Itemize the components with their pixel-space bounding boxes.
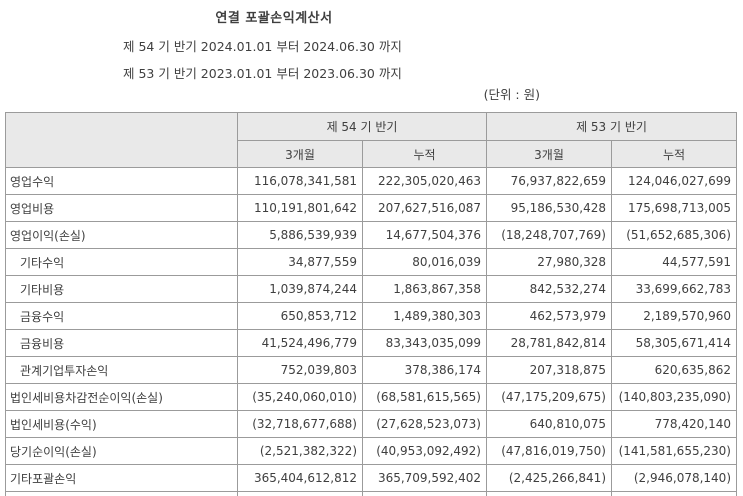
row-label: 기타수익	[5, 248, 238, 276]
value-cell: (32,718,677,688)	[237, 410, 363, 438]
table-row: 영업비용 110,191,801,642 207,627,516,087 95,…	[5, 194, 737, 222]
table-row-clipped	[5, 491, 737, 496]
value-cell: (2,521,382,322)	[237, 437, 363, 465]
value-cell: (68,581,615,565)	[362, 383, 487, 411]
income-statement-table-container: 제 54 기 반기 제 53 기 반기 3개월 누적 3개월 누적 영업수익 1…	[5, 112, 737, 496]
row-label: 금융비용	[5, 329, 238, 357]
period-line-prior: 제 53 기 반기 2023.01.01 부터 2023.06.30 까지	[123, 66, 402, 81]
column-group-period-54: 제 54 기 반기	[237, 112, 487, 141]
value-cell: 41,524,496,779	[237, 329, 363, 357]
table-row: 금융수익 650,853,712 1,489,380,303 462,573,9…	[5, 302, 737, 330]
value-cell: 33,699,662,783	[611, 275, 737, 303]
value-cell: 1,489,380,303	[362, 302, 487, 330]
value-cell: 207,318,875	[486, 356, 612, 384]
table-row: 관계기업투자손익 752,039,803 378,386,174 207,318…	[5, 356, 737, 384]
value-cell: 14,677,504,376	[362, 221, 487, 249]
table-row: 영업수익 116,078,341,581 222,305,020,463 76,…	[5, 167, 737, 195]
value-cell: 842,532,274	[486, 275, 612, 303]
table-row: 법인세비용(수익) (32,718,677,688) (27,628,523,0…	[5, 410, 737, 438]
row-label: 기타비용	[5, 275, 238, 303]
table-row: 법인세비용차감전순이익(손실) (35,240,060,010) (68,581…	[5, 383, 737, 411]
document-title: 연결 포괄손익계산서	[215, 11, 333, 26]
document-header: 연결 포괄손익계산서 제 54 기 반기 2024.01.01 부터 2024.…	[0, 0, 548, 82]
value-cell: 175,698,713,005	[611, 194, 737, 222]
value-cell: (18,248,707,769)	[486, 221, 612, 249]
value-cell: 95,186,530,428	[486, 194, 612, 222]
value-cell: 222,305,020,463	[362, 167, 487, 195]
value-cell: 365,404,612,812	[237, 464, 363, 492]
row-label: 영업이익(손실)	[5, 221, 238, 249]
value-cell: 1,863,867,358	[362, 275, 487, 303]
row-label: 법인세비용차감전순이익(손실)	[5, 383, 238, 411]
table-row: 기타포괄손익 365,404,612,812 365,709,592,402 (…	[5, 464, 737, 492]
subheader-cumulative-53: 누적	[611, 140, 737, 168]
value-cell: (47,175,209,675)	[486, 383, 612, 411]
table-row: 기타비용 1,039,874,244 1,863,867,358 842,532…	[5, 275, 737, 303]
value-cell: 650,853,712	[237, 302, 363, 330]
value-cell: 34,877,559	[237, 248, 363, 276]
value-cell: 116,078,341,581	[237, 167, 363, 195]
row-label: 법인세비용(수익)	[5, 410, 238, 438]
value-cell: 462,573,979	[486, 302, 612, 330]
value-cell: (40,953,092,492)	[362, 437, 487, 465]
value-cell	[611, 491, 737, 496]
value-cell: 27,980,328	[486, 248, 612, 276]
table-row: 당기순이익(손실) (2,521,382,322) (40,953,092,49…	[5, 437, 737, 465]
value-cell	[486, 491, 612, 496]
value-cell: 76,937,822,659	[486, 167, 612, 195]
row-label: 당기순이익(손실)	[5, 437, 238, 465]
row-label: 영업수익	[5, 167, 238, 195]
value-cell: 124,046,027,699	[611, 167, 737, 195]
value-cell: (47,816,019,750)	[486, 437, 612, 465]
subheader-cumulative-54: 누적	[362, 140, 487, 168]
value-cell: 778,420,140	[611, 410, 737, 438]
value-cell: (140,803,235,090)	[611, 383, 737, 411]
value-cell: 110,191,801,642	[237, 194, 363, 222]
value-cell: (141,581,655,230)	[611, 437, 737, 465]
value-cell: 83,343,035,099	[362, 329, 487, 357]
row-label: 관계기업투자손익	[5, 356, 238, 384]
unit-label: (단위 : 원)	[483, 87, 540, 102]
subheader-3month-54: 3개월	[237, 140, 363, 168]
value-cell: (2,946,078,140)	[611, 464, 737, 492]
value-cell: (51,652,685,306)	[611, 221, 737, 249]
row-label: 영업비용	[5, 194, 238, 222]
subheader-3month-53: 3개월	[486, 140, 612, 168]
row-label	[5, 491, 238, 496]
value-cell	[237, 491, 363, 496]
value-cell: 1,039,874,244	[237, 275, 363, 303]
period-line-current: 제 54 기 반기 2024.01.01 부터 2024.06.30 까지	[123, 39, 402, 54]
table-row: 영업이익(손실) 5,886,539,939 14,677,504,376 (1…	[5, 221, 737, 249]
value-cell: 365,709,592,402	[362, 464, 487, 492]
value-cell	[362, 491, 487, 496]
table-row: 기타수익 34,877,559 80,016,039 27,980,328 44…	[5, 248, 737, 276]
corner-header-cell	[5, 112, 238, 168]
value-cell: 640,810,075	[486, 410, 612, 438]
value-cell: 44,577,591	[611, 248, 737, 276]
value-cell: 207,627,516,087	[362, 194, 487, 222]
value-cell: 58,305,671,414	[611, 329, 737, 357]
row-label: 금융수익	[5, 302, 238, 330]
value-cell: 752,039,803	[237, 356, 363, 384]
column-group-period-53: 제 53 기 반기	[486, 112, 737, 141]
value-cell: 378,386,174	[362, 356, 487, 384]
value-cell: (35,240,060,010)	[237, 383, 363, 411]
value-cell: 80,016,039	[362, 248, 487, 276]
value-cell: (27,628,523,073)	[362, 410, 487, 438]
value-cell: 620,635,862	[611, 356, 737, 384]
value-cell: 2,189,570,960	[611, 302, 737, 330]
row-label: 기타포괄손익	[5, 464, 238, 492]
table-row: 금융비용 41,524,496,779 83,343,035,099 28,78…	[5, 329, 737, 357]
income-statement-table: 제 54 기 반기 제 53 기 반기 3개월 누적 3개월 누적 영업수익 1…	[5, 112, 737, 496]
value-cell: 5,886,539,939	[237, 221, 363, 249]
value-cell: (2,425,266,841)	[486, 464, 612, 492]
value-cell: 28,781,842,814	[486, 329, 612, 357]
